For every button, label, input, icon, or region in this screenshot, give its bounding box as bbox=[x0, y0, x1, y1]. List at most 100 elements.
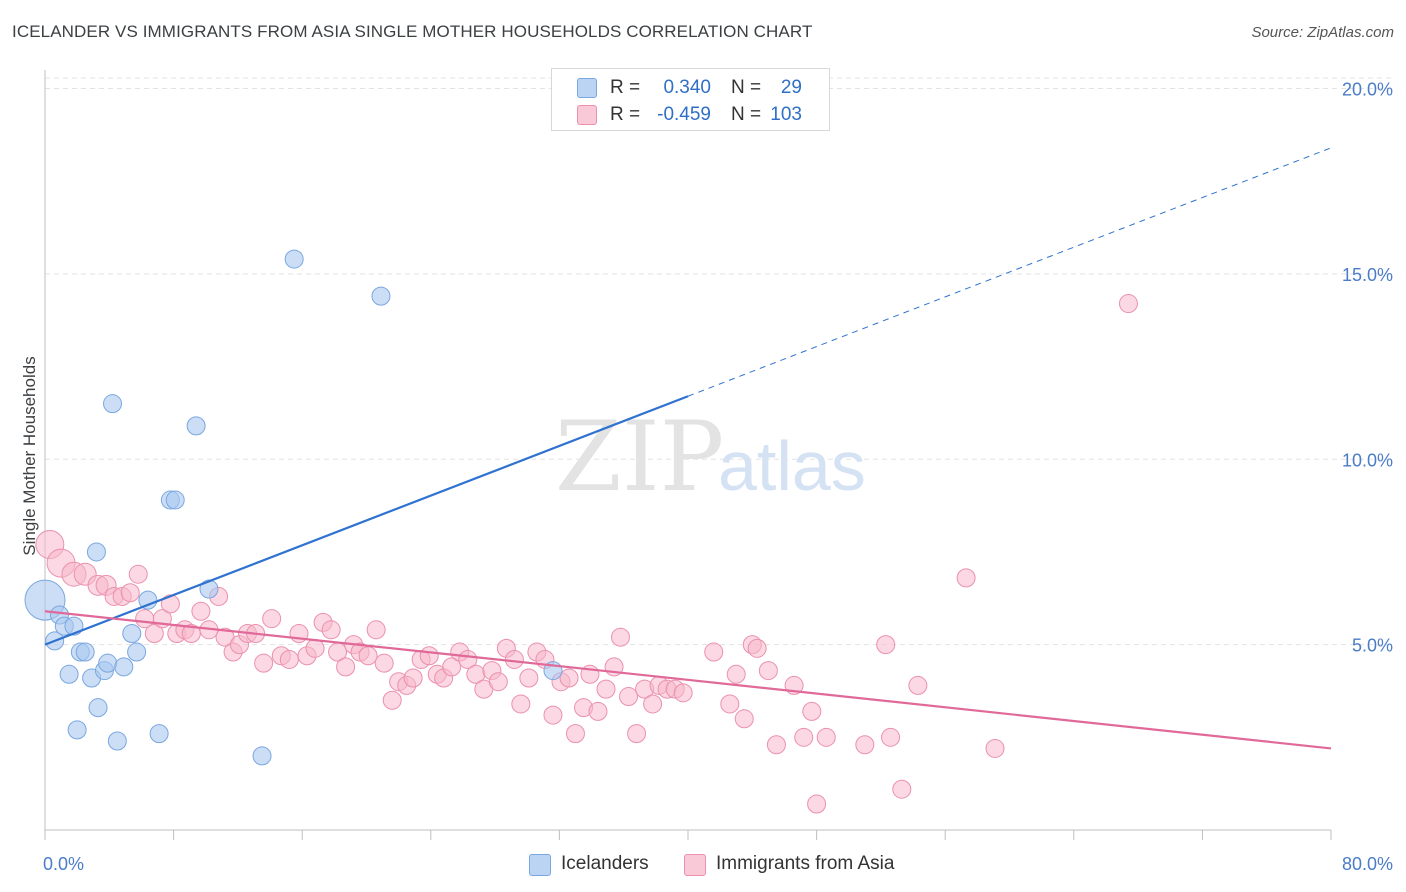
bottom-legend-label-icelanders: Icelanders bbox=[561, 853, 649, 874]
data-point bbox=[956, 568, 976, 588]
x-tick-labels: 0.0% 80.0% bbox=[43, 854, 1393, 874]
data-point bbox=[747, 638, 767, 658]
data-point bbox=[149, 724, 169, 744]
data-point bbox=[559, 668, 579, 688]
data-point bbox=[627, 724, 647, 744]
y-tick-label: 20.0% bbox=[1342, 80, 1393, 100]
data-point bbox=[254, 653, 274, 673]
data-point bbox=[619, 687, 639, 707]
x-tick-label: 80.0% bbox=[1342, 854, 1393, 874]
grid-lines bbox=[45, 77, 1392, 646]
legend-r-value: -0.459 bbox=[657, 104, 711, 125]
y-tick-labels: 5.0% 10.0% 15.0% 20.0% bbox=[1342, 80, 1393, 656]
data-point bbox=[855, 735, 875, 755]
data-point bbox=[120, 583, 140, 603]
data-point bbox=[122, 624, 142, 644]
data-point bbox=[75, 642, 95, 662]
data-point bbox=[59, 664, 79, 684]
correlation-legend: R = 0.340 N = 29 R = -0.459 N = 103 bbox=[551, 68, 830, 131]
data-point bbox=[107, 731, 127, 751]
data-point bbox=[86, 542, 106, 562]
data-point bbox=[403, 668, 423, 688]
data-point bbox=[726, 664, 746, 684]
data-point bbox=[985, 738, 1005, 758]
data-point bbox=[165, 490, 185, 510]
data-point bbox=[511, 694, 531, 714]
data-point bbox=[103, 394, 123, 414]
series-icelanders bbox=[24, 249, 563, 766]
legend-row-immigrants: R = -0.459 N = 103 bbox=[552, 102, 829, 128]
data-point bbox=[720, 694, 740, 714]
data-point bbox=[191, 601, 211, 621]
series-immigrants-from-asia bbox=[35, 294, 1138, 814]
data-point bbox=[366, 620, 386, 640]
trend-line-icelanders-extension bbox=[687, 147, 1332, 397]
y-tick-label: 10.0% bbox=[1342, 450, 1393, 470]
data-point bbox=[565, 724, 585, 744]
source-label: Source: ZipAtlas.com bbox=[1251, 24, 1394, 41]
data-point bbox=[488, 672, 508, 692]
data-point bbox=[382, 690, 402, 710]
data-point bbox=[892, 779, 912, 799]
y-tick-label: 5.0% bbox=[1352, 636, 1393, 656]
data-point bbox=[127, 642, 147, 662]
data-point bbox=[128, 564, 148, 584]
data-point bbox=[67, 720, 87, 740]
data-point bbox=[504, 649, 524, 669]
data-point bbox=[186, 416, 206, 436]
trend-lines bbox=[44, 147, 1332, 750]
bottom-legend-label-immigrants: Immigrants from Asia bbox=[716, 853, 895, 874]
data-point bbox=[358, 646, 378, 666]
axes bbox=[44, 70, 1332, 840]
legend-swatch-blue bbox=[577, 78, 597, 98]
bottom-legend-swatch-blue bbox=[529, 854, 551, 876]
data-point bbox=[199, 579, 219, 599]
y-tick-label: 15.0% bbox=[1342, 265, 1393, 285]
data-point bbox=[1118, 294, 1138, 314]
chart-title: ICELANDER VS IMMIGRANTS FROM ASIA SINGLE… bbox=[12, 22, 813, 41]
data-point bbox=[279, 649, 299, 669]
data-point bbox=[144, 624, 164, 644]
data-point bbox=[876, 635, 896, 655]
data-point bbox=[114, 657, 134, 677]
data-point bbox=[138, 590, 158, 610]
data-point bbox=[610, 627, 630, 647]
data-point bbox=[519, 668, 539, 688]
bottom-legend-swatch-pink bbox=[684, 854, 706, 876]
data-point bbox=[758, 661, 778, 681]
data-point bbox=[807, 794, 827, 814]
watermark-atlas: atlas bbox=[718, 427, 866, 505]
data-point bbox=[673, 683, 693, 703]
data-point bbox=[816, 727, 836, 747]
y-axis-label: Single Mother Households bbox=[20, 356, 39, 555]
legend-r-value: 0.340 bbox=[663, 77, 711, 98]
legend-r-label: R = bbox=[610, 77, 641, 98]
data-point bbox=[98, 653, 118, 673]
data-point bbox=[596, 679, 616, 699]
data-point bbox=[252, 746, 272, 766]
data-point bbox=[766, 735, 786, 755]
legend-n-value: 103 bbox=[770, 104, 802, 125]
data-point bbox=[160, 594, 180, 614]
data-point bbox=[321, 620, 341, 640]
legend-n-label: N = bbox=[731, 104, 762, 125]
legend-n-label: N = bbox=[731, 77, 762, 98]
data-point bbox=[262, 609, 282, 629]
trend-line-immigrants bbox=[44, 610, 1332, 750]
data-point bbox=[643, 694, 663, 714]
legend-n-value: 29 bbox=[780, 77, 802, 98]
data-point bbox=[284, 249, 304, 269]
x-tick-label: 0.0% bbox=[43, 854, 84, 874]
data-point bbox=[588, 701, 608, 721]
legend-r-label: R = bbox=[610, 104, 641, 125]
data-point bbox=[704, 642, 724, 662]
data-point bbox=[543, 705, 563, 725]
legend-row-icelanders: R = 0.340 N = 29 bbox=[552, 75, 829, 101]
data-point bbox=[802, 701, 822, 721]
data-point bbox=[88, 698, 108, 718]
trend-line-icelanders bbox=[44, 395, 689, 646]
data-point bbox=[881, 727, 901, 747]
data-point bbox=[371, 286, 391, 306]
data-point bbox=[794, 727, 814, 747]
